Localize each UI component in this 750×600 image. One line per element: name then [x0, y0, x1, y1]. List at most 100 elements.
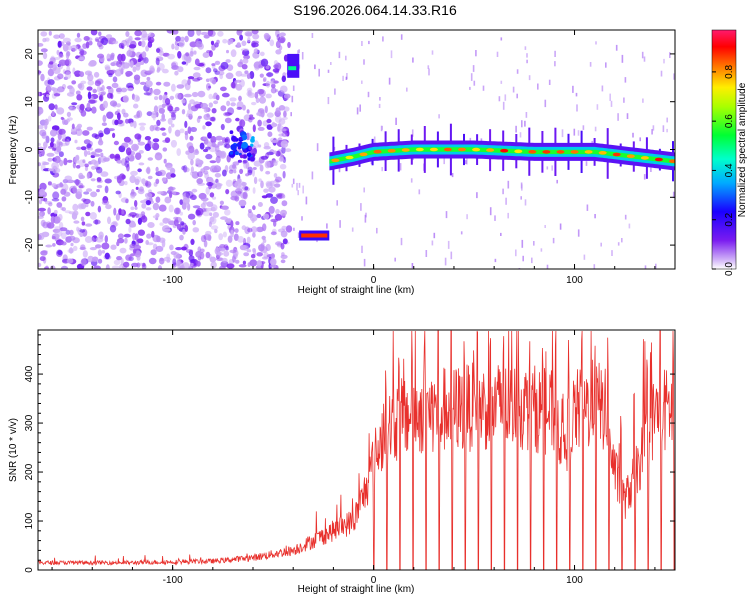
- spectrogram-noise-cell: [125, 147, 132, 156]
- spectrogram-sparse-cell: [577, 130, 580, 136]
- spectrogram-noise-cell: [256, 252, 264, 257]
- spectrogram-sparse-cell: [575, 92, 578, 97]
- spectrogram-noise-cell: [174, 106, 180, 112]
- spectrogram-noise-cell: [83, 198, 91, 204]
- spectrogram-noise-cell: [156, 69, 160, 73]
- spectrogram-sparse-cell: [609, 93, 611, 101]
- spectrogram-noise-cell: [154, 96, 159, 101]
- spectrogram-noise-cell: [169, 191, 173, 199]
- spectrogram-noise-cell: [68, 247, 74, 254]
- spectrogram-noise-cell: [281, 131, 288, 138]
- spectrogram-noise-cell: [208, 77, 215, 81]
- spectrogram-noise-cell: [39, 188, 46, 196]
- spectrogram-noise-cell: [126, 39, 130, 48]
- spectrogram-noise-cell: [182, 165, 188, 173]
- spectrogram-noise-cell: [73, 220, 80, 224]
- spectrogram-noise-cell: [187, 152, 195, 160]
- spectrogram-sparse-cell: [293, 227, 295, 231]
- spectrogram-carrier-peak: [415, 147, 424, 152]
- spectrogram-noise-cell: [100, 171, 109, 177]
- spectrogram-noise-cell: [220, 216, 228, 220]
- spectrogram-noise-cell: [231, 164, 237, 169]
- spectrogram-noise-cell: [80, 244, 86, 250]
- spectrogram-sparse-cell: [476, 192, 478, 199]
- spectrogram-noise-cell: [217, 141, 224, 146]
- spectrogram-noise-cell: [80, 80, 87, 85]
- spectrogram-noise-cell: [176, 223, 182, 230]
- spectrogram-noise-cell: [202, 210, 211, 217]
- spectrogram-sparse-cell: [496, 51, 499, 57]
- spectrogram-sparse-cell: [585, 161, 588, 166]
- spectrogram-noise-cell: [194, 58, 200, 66]
- spectrogram-noise-cell: [47, 83, 53, 91]
- spectrogram-noise-cell: [219, 248, 226, 252]
- spectrogram-sparse-cell: [595, 41, 597, 45]
- spectrogram-noise-cell: [259, 164, 264, 172]
- spectrogram-noise-cell: [190, 238, 195, 245]
- spectrogram-noise-cell: [39, 129, 47, 137]
- spectrogram-noise-cell: [241, 63, 248, 70]
- spectrogram-noise-cell: [101, 85, 105, 92]
- spectrogram-sparse-cell: [666, 128, 668, 133]
- spectrogram-noise-cell: [107, 58, 112, 62]
- spectrogram-noise-cell: [90, 200, 95, 207]
- spectrogram-noise-cell: [210, 40, 215, 46]
- spectrogram-noise-cell: [108, 40, 112, 45]
- spectrogram-noise-cell: [282, 170, 286, 179]
- spectrogram-ytick-label: 20: [24, 48, 35, 60]
- spectrogram-noise-cell: [185, 52, 190, 57]
- spectrogram-noise-cell: [53, 34, 61, 39]
- spectrogram-noise-cell: [52, 243, 56, 247]
- spectrogram-noise-cell: [115, 86, 123, 95]
- spectrogram-carrier-peak: [640, 156, 649, 160]
- spectrogram-carrier-peak: [443, 147, 452, 152]
- spectrogram-noise-cell: [280, 209, 287, 216]
- spectrogram-noise-cell: [71, 80, 77, 85]
- spectrogram-noise-cell: [208, 102, 213, 108]
- spectrogram-noise-cell: [127, 87, 134, 92]
- spectrogram-noise-cell: [135, 152, 142, 160]
- spectrogram-noise-cell: [47, 157, 53, 162]
- spectrogram-sparse-cell: [291, 95, 294, 103]
- spectrogram-noise-cell: [249, 259, 258, 267]
- spectrogram-noise-cell: [87, 150, 91, 156]
- spectrogram-sparse-cell: [302, 185, 304, 194]
- spectrogram-noise-cell: [96, 189, 100, 193]
- spectrogram-sparse-cell: [450, 251, 453, 260]
- spectrogram-noise-cell: [145, 207, 152, 211]
- spectrogram-noise-cell: [149, 125, 155, 132]
- spectrogram-noise-cell: [62, 44, 69, 52]
- spectrogram-noise-cell: [78, 175, 85, 179]
- spectrogram-noise-cell: [54, 229, 63, 237]
- spectrogram-noise-cell: [120, 258, 124, 266]
- spectrogram-sparse-cell: [524, 46, 527, 50]
- spectrogram-carrier-peak: [486, 148, 495, 152]
- spectrogram-noise-cell: [61, 83, 67, 90]
- spectrogram-noise-cell: [158, 204, 167, 212]
- spectrogram-noise-cell: [87, 71, 92, 77]
- spectrogram-sparse-cell: [431, 50, 434, 55]
- spectrogram-noise-cell: [157, 191, 164, 195]
- spectrogram-noise-cell: [227, 235, 233, 243]
- spectrogram-noise-cell: [63, 157, 68, 166]
- spectrogram-noise-cell: [181, 109, 186, 115]
- spectrogram-sparse-cell: [370, 160, 373, 165]
- snr-background: [38, 330, 675, 570]
- spectrogram-noise-cell: [116, 103, 121, 108]
- spectrogram-noise-cell: [64, 210, 72, 214]
- spectrogram-noise-cell: [257, 126, 265, 131]
- spectrogram-noise-cell: [72, 185, 78, 194]
- spectrogram-noise-cell: [156, 119, 161, 126]
- spectrogram-sparse-cell: [643, 174, 646, 180]
- spectrogram-noise-cell: [155, 166, 159, 173]
- spectrogram-sparse-cell: [617, 242, 620, 246]
- spectrogram-noise-cell: [76, 146, 82, 150]
- spectrogram-noise-cell: [263, 142, 270, 148]
- spectrogram-noise-cell: [123, 233, 131, 238]
- spectrogram-sparse-cell: [600, 242, 602, 247]
- spectrogram-noise-cell: [195, 209, 201, 216]
- spectrogram-noise-cell: [252, 248, 256, 253]
- spectrogram-noise-cell: [173, 190, 176, 196]
- spectrogram-noise-cell: [158, 257, 165, 265]
- spectrogram-noise-cell: [271, 83, 276, 89]
